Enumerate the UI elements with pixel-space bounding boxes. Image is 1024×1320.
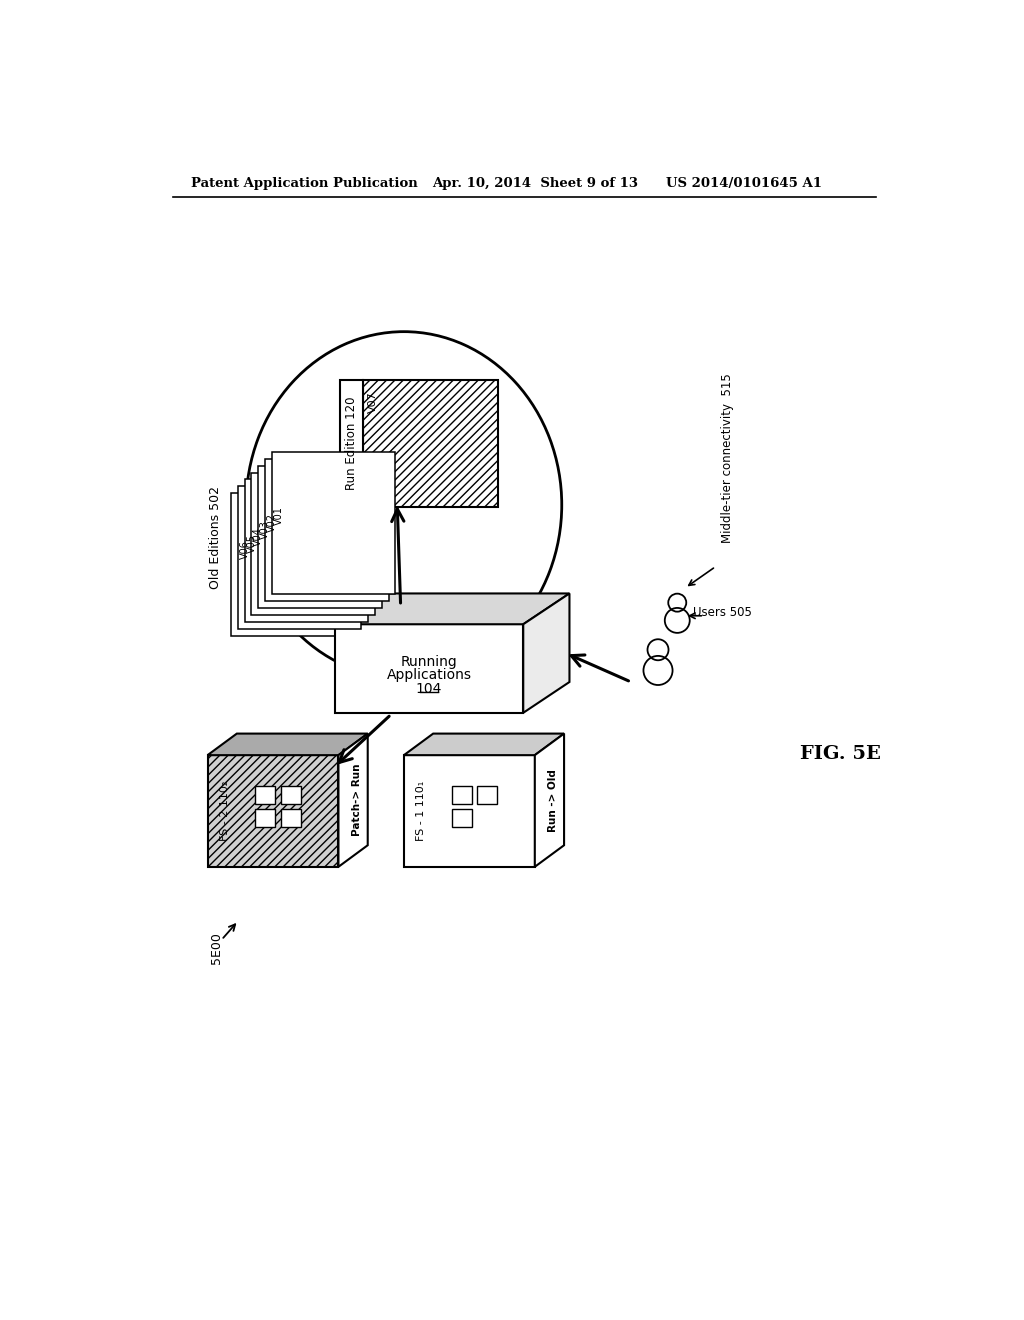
Polygon shape (208, 734, 368, 755)
Text: V06: V06 (240, 540, 250, 560)
Polygon shape (230, 494, 354, 636)
Text: Patch-> Run: Patch-> Run (352, 764, 361, 837)
Text: Patent Application Publication: Patent Application Publication (190, 177, 418, 190)
Text: Run -> Old: Run -> Old (548, 768, 558, 832)
Text: 5E00: 5E00 (210, 932, 223, 964)
Polygon shape (364, 380, 499, 507)
Polygon shape (452, 785, 472, 804)
Polygon shape (265, 459, 388, 601)
Polygon shape (255, 785, 275, 804)
Polygon shape (258, 466, 382, 609)
Polygon shape (452, 809, 472, 826)
Polygon shape (252, 473, 375, 615)
Text: V05: V05 (247, 533, 256, 553)
Text: V04: V04 (253, 527, 263, 545)
Text: US 2014/0101645 A1: US 2014/0101645 A1 (666, 177, 821, 190)
Polygon shape (477, 785, 497, 804)
Polygon shape (281, 809, 301, 826)
Text: V07: V07 (368, 391, 378, 413)
Text: Running: Running (400, 655, 458, 669)
Text: V02: V02 (267, 512, 278, 532)
Polygon shape (335, 594, 569, 624)
Polygon shape (335, 624, 523, 713)
Polygon shape (339, 734, 368, 867)
Polygon shape (245, 479, 368, 622)
Polygon shape (238, 487, 360, 628)
Text: Users 505: Users 505 (692, 606, 752, 619)
Polygon shape (403, 734, 564, 755)
Text: FS - 2 110₂: FS - 2 110₂ (219, 781, 229, 841)
Polygon shape (208, 755, 339, 867)
Text: Middle-tier connectivity  515: Middle-tier connectivity 515 (721, 374, 734, 544)
Polygon shape (340, 380, 364, 507)
Text: FIG. 5E: FIG. 5E (801, 744, 882, 763)
Polygon shape (272, 451, 395, 594)
Polygon shape (403, 755, 535, 867)
Text: V03: V03 (260, 520, 270, 539)
Text: Applications: Applications (386, 668, 471, 681)
Polygon shape (535, 734, 564, 867)
Text: 104: 104 (416, 681, 442, 696)
Polygon shape (281, 785, 301, 804)
Text: Apr. 10, 2014  Sheet 9 of 13: Apr. 10, 2014 Sheet 9 of 13 (432, 177, 638, 190)
Text: FS - 1 110₁: FS - 1 110₁ (416, 781, 426, 841)
Text: Run Edition 120: Run Edition 120 (345, 396, 358, 490)
Polygon shape (255, 809, 275, 826)
Text: V01: V01 (274, 506, 285, 525)
Text: Old Editions 502: Old Editions 502 (209, 486, 222, 589)
Polygon shape (523, 594, 569, 713)
